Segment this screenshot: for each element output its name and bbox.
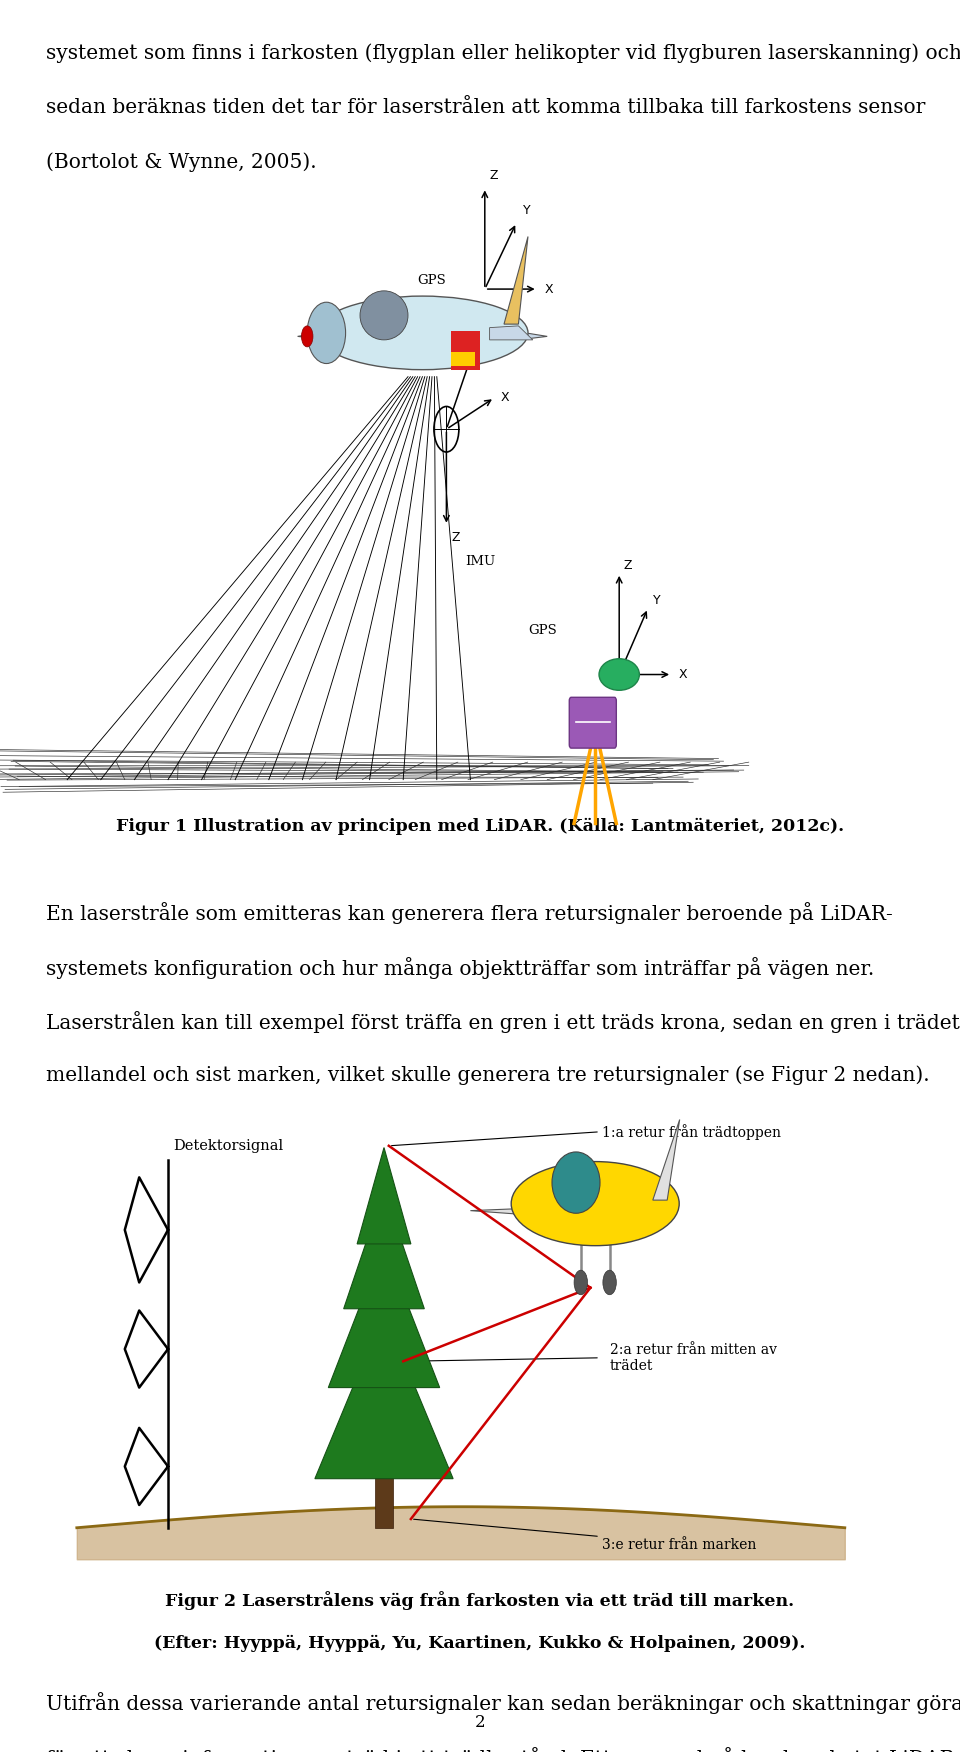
Text: 2: 2 bbox=[474, 1713, 486, 1731]
Text: (Efter: Hyyppä, Hyyppä, Yu, Kaartinen, Kukko & Holpainen, 2009).: (Efter: Hyyppä, Hyyppä, Yu, Kaartinen, K… bbox=[155, 1635, 805, 1652]
Text: X: X bbox=[544, 282, 553, 296]
Polygon shape bbox=[470, 1195, 643, 1221]
Text: GPS: GPS bbox=[418, 273, 446, 287]
Polygon shape bbox=[451, 331, 480, 370]
Text: Detektorsignal: Detektorsignal bbox=[173, 1139, 283, 1153]
Polygon shape bbox=[315, 1312, 453, 1479]
Polygon shape bbox=[298, 322, 547, 347]
Text: mellandel och sist marken, vilket skulle generera tre retursignaler (se Figur 2 : mellandel och sist marken, vilket skulle… bbox=[46, 1065, 929, 1084]
Text: 1:a retur från trädtoppen: 1:a retur från trädtoppen bbox=[602, 1123, 780, 1141]
Text: Z: Z bbox=[490, 168, 498, 182]
Polygon shape bbox=[328, 1244, 440, 1388]
Text: GPS: GPS bbox=[528, 624, 557, 638]
Text: Y: Y bbox=[653, 594, 660, 608]
FancyBboxPatch shape bbox=[569, 697, 616, 748]
Text: X: X bbox=[501, 391, 510, 405]
Circle shape bbox=[301, 326, 313, 347]
Ellipse shape bbox=[307, 301, 346, 364]
Polygon shape bbox=[344, 1190, 424, 1309]
Text: 2:a retur från mitten av
trädet: 2:a retur från mitten av trädet bbox=[610, 1342, 777, 1374]
Circle shape bbox=[603, 1270, 616, 1295]
Text: systemet som finns i farkosten (flygplan eller helikopter vid flygburen laserska: systemet som finns i farkosten (flygplan… bbox=[46, 44, 960, 63]
Circle shape bbox=[574, 1270, 588, 1295]
Text: Z: Z bbox=[624, 559, 633, 573]
Polygon shape bbox=[653, 1120, 680, 1200]
Text: Figur 1 Illustration av principen med LiDAR. (Källa: Lantmäteriet, 2012c).: Figur 1 Illustration av principen med Li… bbox=[116, 818, 844, 836]
Ellipse shape bbox=[552, 1153, 600, 1212]
Text: Laserstrålen kan till exempel först träffa en gren i ett träds krona, sedan en g: Laserstrålen kan till exempel först träf… bbox=[46, 1011, 960, 1034]
Polygon shape bbox=[357, 1148, 411, 1244]
Ellipse shape bbox=[599, 659, 639, 690]
Text: IMU: IMU bbox=[466, 555, 496, 568]
Polygon shape bbox=[504, 237, 528, 324]
Text: systemets konfiguration och hur många objektträffar som inträffar på vägen ner.: systemets konfiguration och hur många ob… bbox=[46, 957, 875, 979]
Text: Y: Y bbox=[523, 203, 531, 217]
Text: 3:e retur från marken: 3:e retur från marken bbox=[602, 1538, 756, 1552]
Text: sedan beräknas tiden det tar för laserstrålen att komma tillbaka till farkostens: sedan beräknas tiden det tar för laserst… bbox=[46, 98, 925, 117]
Text: (Bortolot & Wynne, 2005).: (Bortolot & Wynne, 2005). bbox=[46, 152, 317, 172]
Text: Utifrån dessa varierande antal retursignaler kan sedan beräkningar och skattning: Utifrån dessa varierande antal retursign… bbox=[46, 1692, 960, 1715]
Text: Z: Z bbox=[451, 531, 460, 545]
Polygon shape bbox=[490, 326, 533, 340]
Text: En laserstråle som emitteras kan generera flera retursignaler beroende på LiDAR-: En laserstråle som emitteras kan generer… bbox=[46, 902, 893, 925]
Polygon shape bbox=[451, 352, 475, 366]
Text: för att skapa information om träd i ett trädbestånd. Ett exempel på hur bearbeta: för att skapa information om träd i ett … bbox=[46, 1747, 960, 1752]
Text: Figur 2 Laserstrålens väg från farkosten via ett träd till marken.: Figur 2 Laserstrålens väg från farkosten… bbox=[165, 1591, 795, 1610]
Ellipse shape bbox=[360, 291, 408, 340]
Text: Y: Y bbox=[478, 331, 486, 345]
Text: X: X bbox=[679, 668, 687, 682]
Ellipse shape bbox=[512, 1162, 680, 1246]
Ellipse shape bbox=[317, 296, 528, 370]
Bar bbox=[375, 1466, 393, 1528]
